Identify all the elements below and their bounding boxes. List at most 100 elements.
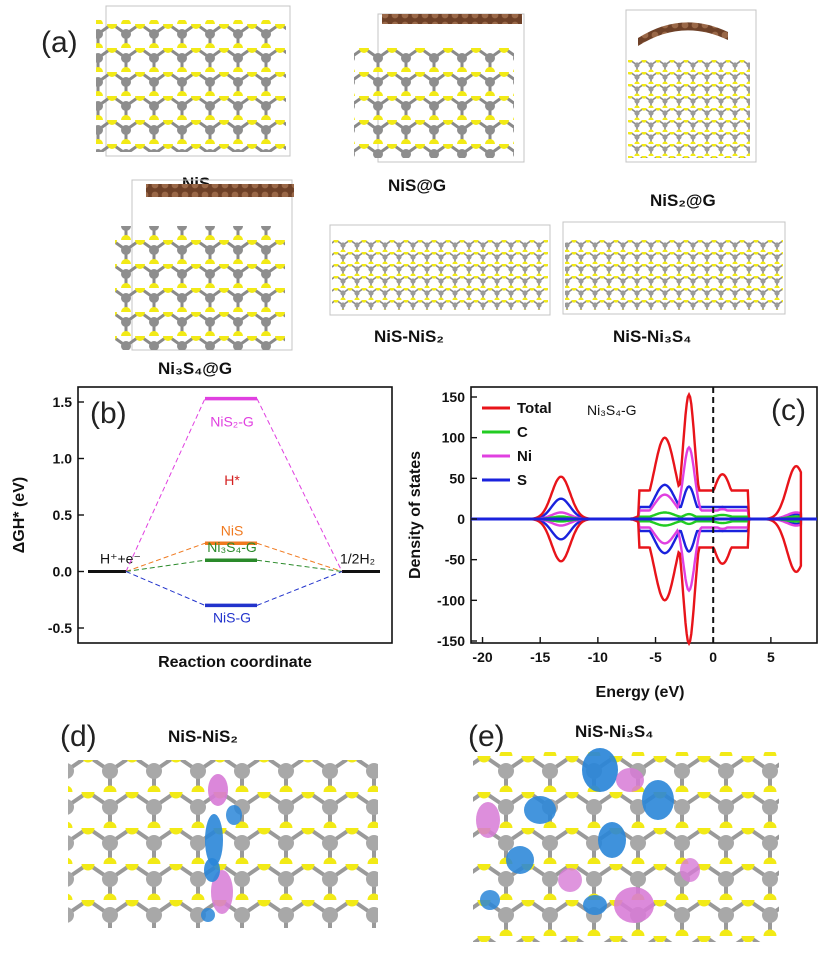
e-charge-density — [476, 748, 700, 923]
chart-b-ylabel: ΔGH* (eV) — [11, 477, 28, 553]
label-nis-ni3s4: NiS-Ni₃S₄ — [613, 327, 691, 346]
connector-left-1 — [125, 542, 206, 572]
chart-c-xtick-label: -10 — [588, 649, 608, 665]
panel-d: (d) NiS-NiS₂ — [60, 720, 378, 928]
panel-c-letter: (c) — [771, 394, 806, 427]
panel-a-letter: (a) — [41, 26, 78, 59]
e-depletion-5 — [680, 858, 700, 882]
d-accumulation-1 — [205, 814, 223, 866]
endpoint-label-right: 1/2H₂ — [340, 551, 375, 567]
d-accumulation-2 — [204, 858, 220, 882]
label-nis-nis2: NiS-NiS₂ — [374, 327, 444, 346]
nis-ni3s4-structure — [562, 221, 786, 315]
label-nis2-g: NiS₂@G — [650, 191, 716, 210]
nis-ni3s4-lattice — [565, 240, 783, 310]
e-depletion-4 — [614, 887, 654, 923]
label-e-nis-ni3s4: NiS-Ni₃S₄ — [575, 722, 653, 741]
connector-left-2 — [125, 559, 206, 572]
chart-c-title: Ni₃S₄-G — [587, 402, 637, 418]
chart-c-xtick-label: -5 — [649, 649, 662, 665]
legend-label-ni: Ni — [517, 448, 532, 465]
e-accumulation-7 — [480, 890, 500, 910]
panel-e-letter: (e) — [468, 720, 505, 753]
chart-c-ytick-label: 150 — [442, 389, 466, 405]
nis-g-graphene-sheet — [382, 14, 522, 24]
d-accumulation-3 — [226, 805, 242, 825]
d-depletion-2 — [211, 870, 233, 914]
d-charge-density — [201, 774, 242, 922]
nis-g-structure — [354, 13, 525, 163]
nis2-g-graphene-sheet — [638, 22, 728, 46]
chart-b-ytick-label: 1.0 — [53, 451, 73, 467]
e-accumulation-5 — [506, 846, 534, 874]
e-accumulation-2 — [642, 780, 674, 820]
panel-d-letter: (d) — [60, 720, 97, 753]
nis-nis2-structure — [329, 224, 551, 316]
label-d-nis-nis2: NiS-NiS₂ — [168, 727, 238, 746]
e-depletion-1 — [616, 768, 644, 792]
dos-chart: (c) Ni₃S₄-G Density of states Energy (eV… — [407, 386, 818, 701]
chart-b-yticks: 1.5 1.0 0.5 0.0 -0.5 — [48, 394, 84, 636]
d-accumulation-4 — [201, 908, 215, 922]
chart-c-legend: Total C Ni S — [482, 400, 552, 489]
chart-b-ytick-label: 0.0 — [53, 564, 73, 580]
d-depletion-1 — [208, 774, 228, 806]
chart-c-ytick-label: -150 — [437, 633, 465, 649]
e-accumulation-3 — [524, 796, 556, 824]
nis-lattice — [96, 20, 286, 152]
chart-c-frame — [470, 386, 818, 644]
nis2-g-lattice — [628, 60, 750, 158]
label-ni3s4-g: Ni₃S₄@G — [158, 359, 232, 378]
level-label-2: Ni₃S₄-G — [207, 539, 257, 555]
legend-label-s: S — [517, 472, 527, 489]
chart-b-ytick-label: 1.5 — [53, 394, 73, 410]
connector-right-1 — [256, 542, 343, 572]
connector-right-3 — [256, 571, 343, 606]
chart-c-ylabel: Density of states — [407, 451, 424, 579]
e-depletion-2 — [476, 802, 500, 838]
label-nis-g: NiS@G — [388, 176, 446, 195]
chart-c-curves — [471, 387, 817, 647]
nis-nis2-lattice — [332, 240, 548, 310]
panel-a: (a) NiS NiS@G NiS₂@G Ni₃S₄@G — [41, 5, 786, 378]
connector-left-3 — [125, 571, 206, 606]
chart-b-xlabel: Reaction coordinate — [158, 654, 312, 671]
chart-c-ytick-label: 0 — [457, 511, 465, 527]
chart-c-xlabel: Energy (eV) — [596, 684, 685, 701]
panel-b-letter: (b) — [90, 397, 127, 430]
ni3s4-g-lattice — [115, 226, 285, 350]
connector-right-2 — [256, 559, 343, 572]
e-depletion-3 — [558, 868, 582, 892]
chart-c-xtick-label: -15 — [530, 649, 550, 665]
chart-b-center-annotation: H* — [224, 472, 240, 488]
chart-c-xtick-label: 0 — [709, 649, 717, 665]
connector-left-0 — [125, 398, 206, 572]
chart-c-ytick-label: 50 — [449, 470, 465, 486]
nis2-g-cell-box — [625, 9, 757, 163]
chart-c-xtick-label: 5 — [767, 649, 775, 665]
nis-nis2-cell-box — [329, 224, 551, 316]
level-label-3: NiS-G — [213, 609, 251, 625]
legend-label-total: Total — [517, 400, 552, 417]
level-label-0: NiS₂-G — [210, 414, 254, 430]
panel-e: (e) NiS-Ni₃S₄ — [468, 720, 779, 942]
nis-structure — [96, 5, 291, 157]
level-label-1: NiS — [221, 522, 244, 538]
e-accumulation-4 — [598, 822, 626, 858]
e-accumulation-1 — [582, 748, 618, 792]
chart-c-ytick-label: -100 — [437, 592, 465, 608]
nis2-g-structure — [625, 9, 757, 163]
free-energy-chart: (b) ΔGH* (eV) Reaction coordinate H* 1.5… — [11, 386, 393, 671]
nis-ni3s4-cell-box — [562, 221, 786, 315]
nis-g-lattice — [354, 48, 514, 158]
ni3s4-g-structure — [115, 179, 294, 351]
connector-right-0 — [256, 398, 343, 572]
ni3s4-g-graphene-sheet — [146, 184, 294, 197]
chart-b-ytick-label: 0.5 — [53, 507, 73, 523]
e-accumulation-6 — [583, 895, 607, 915]
legend-label-c: C — [517, 424, 528, 441]
chart-c-ytick-label: -50 — [445, 552, 465, 568]
